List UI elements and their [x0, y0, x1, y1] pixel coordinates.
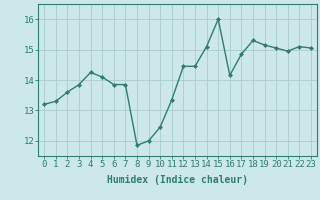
- X-axis label: Humidex (Indice chaleur): Humidex (Indice chaleur): [107, 175, 248, 185]
